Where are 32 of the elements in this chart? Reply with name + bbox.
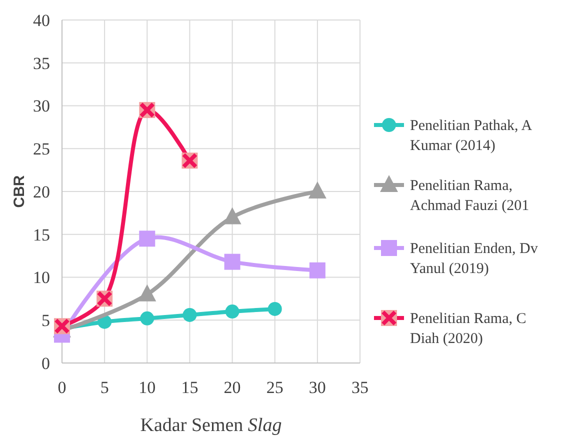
x-tick-label: 0 [58, 378, 66, 397]
x-tick-label: 20 [224, 378, 241, 397]
legend-label: Penelitian Pathak, A Kumar (2014) [410, 118, 532, 154]
y-tick-label: 30 [33, 96, 50, 116]
x-tick-label: 30 [308, 378, 326, 397]
point [224, 254, 240, 270]
x-tick-label: 10 [138, 378, 156, 397]
x-tick-label: 5 [100, 378, 109, 397]
point [225, 304, 240, 319]
point [308, 182, 326, 198]
y-tick-label: 0 [42, 354, 50, 373]
y-tick-label: 40 [33, 10, 50, 30]
legend-label: Penelitian Rama, Achmad Fauzi (201 [410, 178, 530, 214]
x-tick-label: 35 [352, 378, 368, 397]
x-tick-label: 25 [266, 378, 284, 397]
legend-label: Penelitian Rama, C Diah (2020) [410, 311, 526, 347]
legend-label: Penelitian Enden, Dv Yanul (2019) [410, 241, 538, 277]
point [309, 262, 326, 278]
y-tick-label: 25 [33, 140, 50, 159]
point [268, 302, 282, 316]
y-tick-label: 15 [33, 225, 50, 244]
y-tick-label: 35 [33, 54, 50, 73]
x-axis-title: Kadar Semen Slag [140, 415, 282, 436]
y-tick-label: 20 [33, 182, 50, 202]
y-axis-title: CBR [11, 175, 28, 208]
point [139, 230, 156, 247]
point [182, 308, 197, 322]
y-tick-label: 5 [42, 311, 50, 330]
point [223, 207, 242, 224]
point [140, 311, 154, 326]
x-tick-label: 15 [181, 378, 198, 397]
y-tick-label: 10 [33, 268, 50, 288]
